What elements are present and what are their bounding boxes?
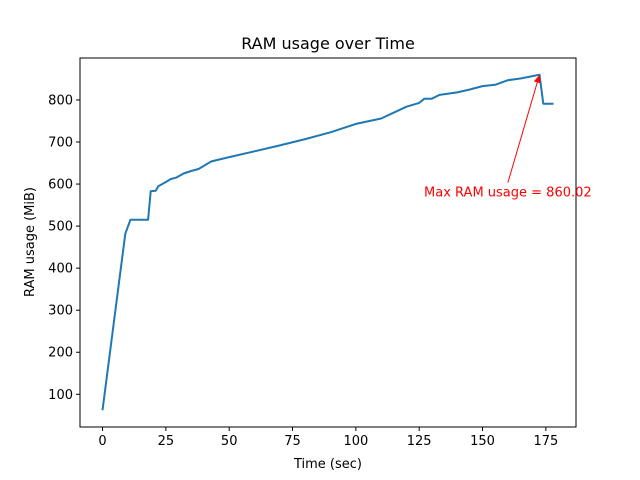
y-axis-title: RAM usage (MiB) xyxy=(23,187,38,297)
x-tick-label: 100 xyxy=(343,434,368,449)
y-tick-label: 600 xyxy=(48,178,73,193)
x-axis-title: Time (sec) xyxy=(293,457,362,472)
chart-title: RAM usage over Time xyxy=(241,34,415,53)
y-tick-label: 100 xyxy=(48,388,73,403)
max-annotation: Max RAM usage = 860.02 xyxy=(424,74,592,201)
y-tick-label: 700 xyxy=(48,136,73,151)
plot-area-frame xyxy=(79,57,577,428)
annotation-arrow-line xyxy=(507,82,538,183)
series-line-ram-usage xyxy=(101,73,554,411)
x-tick-label: 0 xyxy=(98,434,106,449)
x-axis-ticks: 0 25 50 75 100 125 150 175 xyxy=(98,427,558,449)
y-tick-label: 300 xyxy=(48,304,73,319)
x-tick-label: 50 xyxy=(221,434,238,449)
x-tick-label: 25 xyxy=(158,434,175,449)
x-tick-label: 175 xyxy=(533,434,558,449)
annotation-arrow-head xyxy=(533,74,541,84)
annotation-label: Max RAM usage = 860.02 xyxy=(424,186,592,201)
y-tick-label: 500 xyxy=(48,220,73,235)
x-tick-label: 125 xyxy=(407,434,432,449)
y-tick-label: 800 xyxy=(48,93,73,108)
x-tick-label: 150 xyxy=(470,434,495,449)
y-axis-ticks: 100 200 300 400 500 600 700 800 xyxy=(48,93,80,403)
y-tick-label: 400 xyxy=(48,262,73,277)
y-tick-label: 200 xyxy=(48,346,73,361)
x-tick-label: 75 xyxy=(284,434,301,449)
